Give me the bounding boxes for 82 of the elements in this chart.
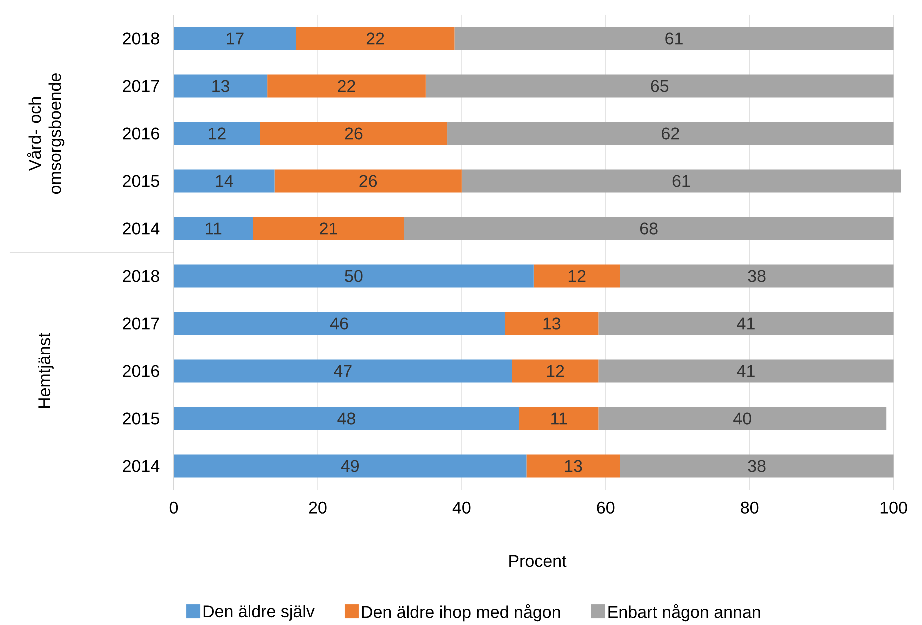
legend-label: Den äldre själv: [204, 605, 315, 621]
bar: [174, 217, 254, 240]
data-label: 11: [206, 222, 222, 235]
bar: [505, 312, 599, 336]
data-label: 38: [748, 460, 766, 472]
bar: [174, 74, 268, 98]
bar: [253, 217, 404, 240]
data-label: 11: [552, 412, 568, 425]
bar: [526, 454, 620, 478]
data-label: 22: [366, 32, 384, 45]
bar: [268, 74, 426, 98]
x-tick-label: 0: [170, 502, 178, 514]
data-label: 61: [666, 32, 683, 45]
bar: [598, 360, 894, 383]
x-tick-label: 60: [597, 502, 615, 514]
bar: [598, 312, 894, 336]
data-label: 12: [568, 270, 586, 282]
data-label: 46: [330, 318, 348, 330]
data-label: 38: [748, 270, 766, 282]
data-label: 21: [320, 222, 338, 235]
data-label: 13: [544, 318, 561, 330]
data-label: 13: [212, 80, 230, 92]
data-label: 41: [737, 365, 755, 378]
legend-label: Enbart någon annan: [608, 604, 760, 622]
data-label: 12: [547, 365, 564, 378]
y-tick-label: 2018: [123, 270, 160, 282]
data-label: 17: [227, 32, 244, 45]
data-label: 47: [334, 365, 352, 378]
x-tick-label: 100: [880, 502, 908, 514]
bar: [174, 407, 520, 430]
bar: [620, 454, 894, 478]
bar: [174, 454, 527, 478]
legend-label: Den äldre ihop med någon: [362, 604, 560, 622]
data-label: 50: [345, 270, 363, 282]
x-axis-title: Procent: [510, 555, 567, 568]
bar: [174, 360, 512, 383]
data-label: 48: [338, 412, 356, 425]
bar: [174, 27, 296, 50]
bar: [520, 407, 599, 430]
bar: [534, 264, 620, 288]
text: Vård- och omsorgsboende: [27, 74, 65, 194]
data-label: 13: [565, 460, 582, 472]
bar: [448, 122, 894, 146]
y-tick-label: 2018: [123, 32, 160, 45]
data-label: 49: [341, 460, 360, 472]
data-label: 26: [345, 128, 363, 140]
bar: [174, 264, 534, 288]
bar: [404, 217, 894, 240]
y-tick-label: 2015: [123, 175, 160, 188]
x-tick-label: 40: [452, 502, 471, 514]
x-tick-label: 80: [741, 502, 759, 514]
bar: [598, 407, 887, 430]
y-tick-label: 2015: [123, 412, 160, 425]
bar: [426, 74, 894, 98]
data-label: 14: [216, 175, 234, 188]
bar: [274, 170, 462, 193]
data-label: 62: [662, 128, 680, 140]
data-label: 68: [640, 222, 658, 235]
bar: [260, 122, 448, 146]
data-label: 61: [672, 175, 690, 188]
bar: [174, 122, 260, 146]
bar: [454, 27, 894, 50]
bar: [462, 170, 902, 193]
data-label: 26: [360, 175, 378, 188]
bar: [174, 170, 275, 193]
y-tick-label: 2017: [123, 318, 160, 330]
bar: [620, 264, 894, 288]
data-label: 41: [737, 318, 755, 330]
y-tick-label: 2014: [123, 460, 160, 472]
bar: [296, 27, 455, 50]
data-label: 22: [338, 80, 356, 92]
y-tick-label: 2014: [123, 222, 160, 235]
x-tick-label: 20: [309, 502, 327, 514]
bar: [512, 360, 599, 383]
data-label: 40: [734, 412, 752, 425]
data-label: 12: [209, 128, 226, 140]
y-tick-label: 2016: [123, 365, 160, 378]
text: Hemtjänst: [38, 333, 54, 408]
y-tick-label: 2016: [123, 128, 160, 140]
y-tick-label: 2017: [123, 80, 160, 92]
data-label: 65: [651, 80, 669, 92]
bar: [174, 312, 506, 336]
